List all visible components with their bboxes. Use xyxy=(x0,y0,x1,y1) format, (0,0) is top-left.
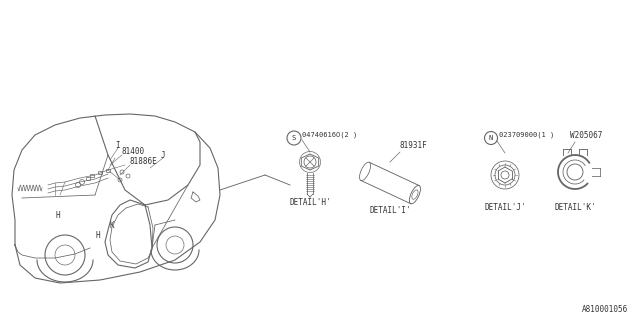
Bar xyxy=(98,171,102,173)
Text: 81931F: 81931F xyxy=(400,141,428,150)
Text: DETAIL'K': DETAIL'K' xyxy=(554,203,596,212)
Text: I: I xyxy=(116,140,120,149)
Text: H: H xyxy=(56,211,60,220)
Text: A810001056: A810001056 xyxy=(582,305,628,314)
Text: J: J xyxy=(161,150,165,159)
Text: K: K xyxy=(109,220,115,229)
Text: N: N xyxy=(489,135,493,141)
Text: W205067: W205067 xyxy=(570,131,602,140)
Text: S: S xyxy=(292,135,296,141)
Bar xyxy=(86,177,90,180)
Text: 023709000(1 ): 023709000(1 ) xyxy=(499,131,554,138)
Text: 04740616O(2 ): 04740616O(2 ) xyxy=(302,131,357,138)
Text: DETAIL'I': DETAIL'I' xyxy=(369,206,411,215)
Bar xyxy=(106,169,110,172)
Text: 81886E: 81886E xyxy=(130,157,157,166)
Text: H: H xyxy=(96,230,100,239)
Text: DETAIL'H': DETAIL'H' xyxy=(289,198,331,207)
Bar xyxy=(90,173,94,177)
Text: DETAIL'J': DETAIL'J' xyxy=(484,203,526,212)
Text: 81400: 81400 xyxy=(122,148,145,156)
